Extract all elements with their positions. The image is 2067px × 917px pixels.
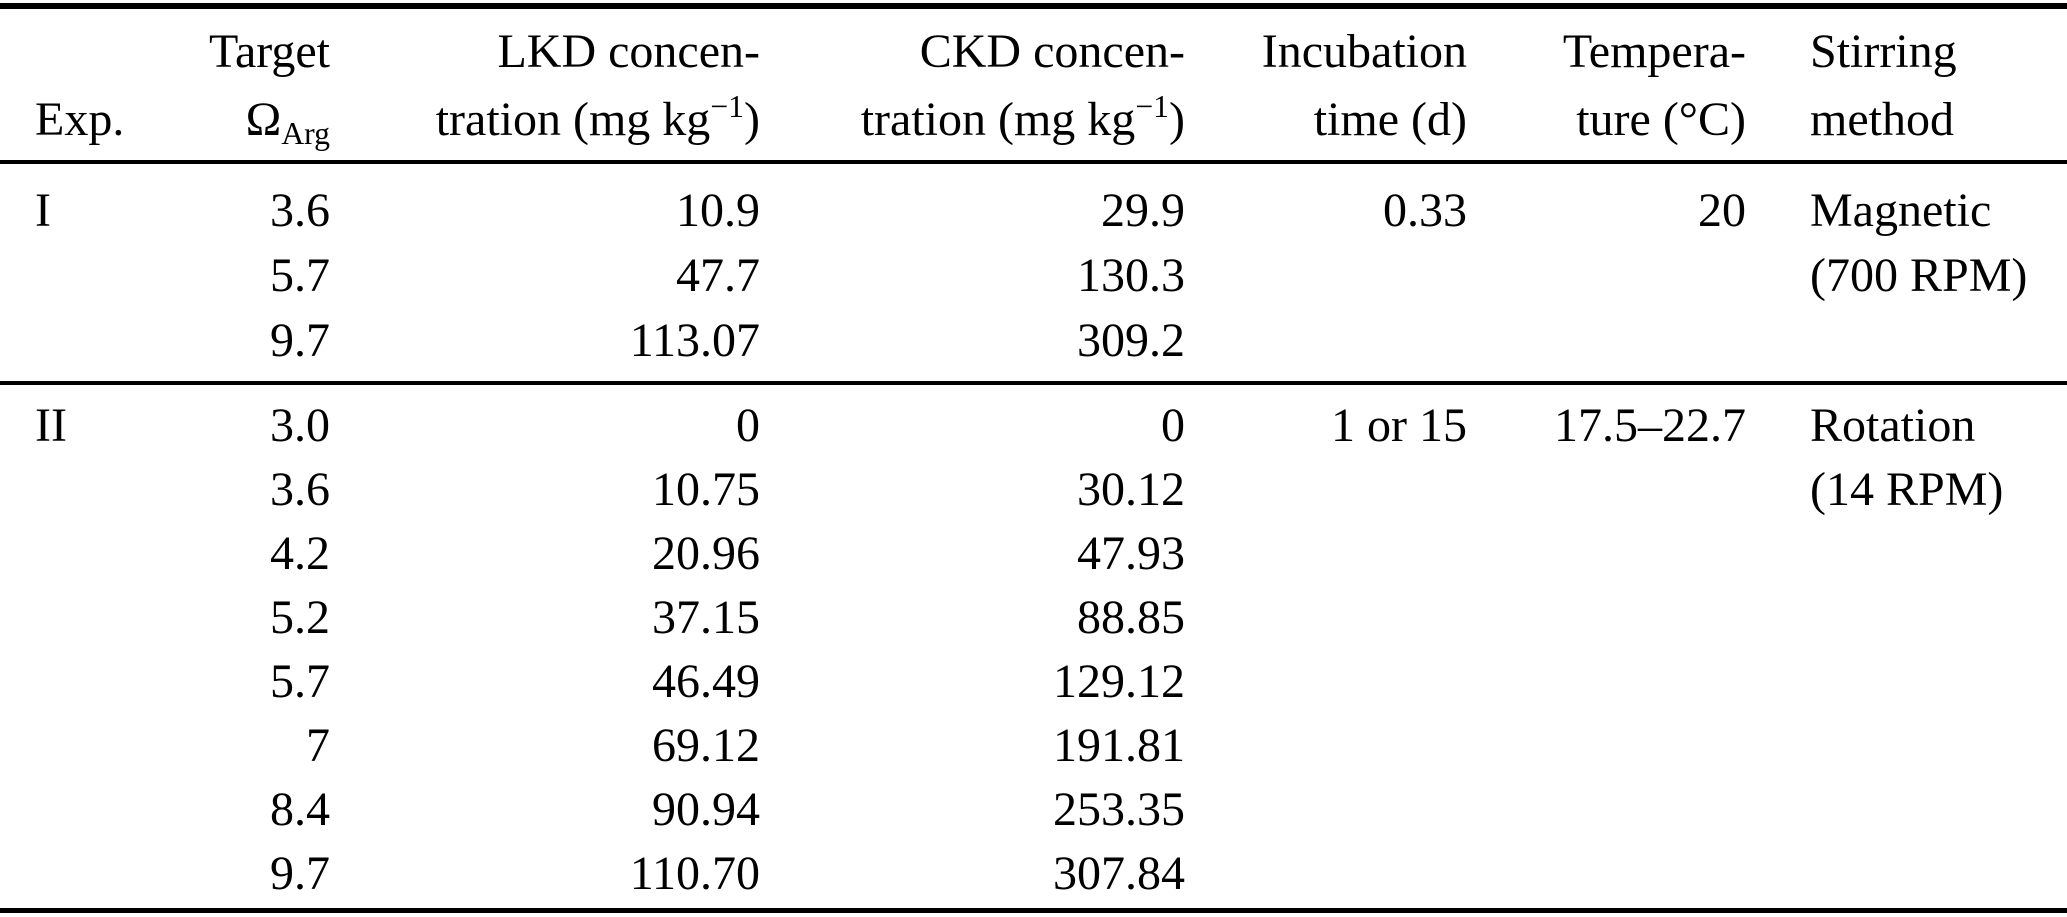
cell-temperature: 20	[1698, 184, 1746, 237]
stirring-method-name: Magnetic	[1810, 184, 1992, 237]
rule-between-sections	[0, 381, 2067, 385]
omega-symbol: Ω	[245, 93, 282, 146]
section-exp-2: II 3.0 0 0 1 or 15 17.5–22.7 Rotation (1…	[0, 385, 2067, 908]
col-header-temperature: Tempera- ture (°C)	[1467, 18, 1746, 154]
cell-target-omega: 3.6	[270, 184, 330, 237]
cell-target-omega: 5.2	[270, 591, 330, 644]
lkd-unit-exponent: −1	[710, 88, 745, 124]
cell-target-omega: 9.7	[270, 314, 330, 367]
cell-ckd-concentration: 29.9	[1101, 184, 1185, 237]
col-header-target-omega: Target ΩArg	[150, 18, 330, 154]
col-header-exp: Exp.	[0, 86, 150, 154]
cell-target-omega: 9.7	[270, 847, 330, 900]
cell-temperature: 17.5–22.7	[1554, 399, 1746, 452]
section-exp-1: I 3.6 10.9 29.9 0.33 20 Magnetic (700 RP…	[0, 164, 2067, 381]
col-header-incubation: Incubation time (d)	[1185, 18, 1467, 154]
cell-target-omega: 8.4	[270, 783, 330, 836]
omega-subscript: Arg	[281, 115, 330, 151]
table-header: Exp. Target ΩArg LKD concen- tration (mg…	[0, 9, 2067, 160]
cell-target-omega: 3.6	[270, 463, 330, 516]
col-header-lkd-line1: LKD concen-	[497, 25, 760, 78]
col-header-incubation-line2: time (d)	[1313, 93, 1467, 146]
cell-target-omega: 5.7	[270, 249, 330, 302]
cell-target-omega: 7	[306, 719, 330, 772]
col-header-ckd-line1: CKD concen-	[919, 25, 1185, 78]
stirring-method-name: Rotation	[1810, 399, 1976, 452]
col-header-incubation-line1: Incubation	[1261, 25, 1467, 78]
col-header-lkd: LKD concen- tration (mg kg−1)	[330, 18, 760, 154]
cell-ckd-concentration: 309.2	[1077, 314, 1185, 367]
cell-lkd-concentration: 37.15	[652, 591, 760, 644]
cell-ckd-concentration: 253.35	[1053, 783, 1185, 836]
cell-stirring-method: Rotation (14 RPM)	[1746, 394, 2067, 522]
cell-ckd-concentration: 30.12	[1077, 463, 1185, 516]
cell-ckd-concentration: 191.81	[1053, 719, 1185, 772]
rule-bottom	[0, 908, 2067, 913]
col-header-ckd-line2: tration (mg kg−1)	[860, 88, 1185, 146]
stirring-method-speed: (700 RPM)	[1810, 249, 2028, 302]
cell-lkd-concentration: 110.70	[629, 847, 760, 900]
cell-ckd-concentration: 307.84	[1053, 847, 1185, 900]
cell-lkd-concentration: 90.94	[652, 783, 760, 836]
col-header-temperature-line1: Tempera-	[1562, 25, 1746, 78]
col-header-stirring-line2: method	[1810, 93, 1954, 146]
rule-below-header	[0, 160, 2067, 164]
exp-label: II	[35, 399, 67, 452]
cell-ckd-concentration: 0	[1161, 399, 1185, 452]
cell-lkd-concentration: 46.49	[652, 655, 760, 708]
cell-stirring-method: Magnetic (700 RPM)	[1746, 178, 2067, 308]
ckd-unit-exponent: −1	[1135, 88, 1170, 124]
col-header-stirring-line1: Stirring	[1810, 25, 1957, 78]
col-header-ckd: CKD concen- tration (mg kg−1)	[760, 18, 1185, 154]
cell-incubation-time: 1 or 15	[1331, 399, 1467, 452]
cell-ckd-concentration: 88.85	[1077, 591, 1185, 644]
col-header-temperature-line2: ture (°C)	[1576, 93, 1746, 146]
cell-lkd-concentration: 20.96	[652, 527, 760, 580]
col-header-stirring: Stirring method	[1746, 18, 2067, 154]
cell-lkd-concentration: 0	[736, 399, 760, 452]
cell-lkd-concentration: 10.9	[676, 184, 760, 237]
cell-ckd-concentration: 130.3	[1077, 249, 1185, 302]
cell-ckd-concentration: 129.12	[1053, 655, 1185, 708]
col-header-exp-label: Exp.	[35, 93, 125, 146]
cell-target-omega: 4.2	[270, 527, 330, 580]
col-header-lkd-line2: tration (mg kg−1)	[435, 88, 760, 146]
exp-label: I	[35, 184, 51, 237]
cell-lkd-concentration: 113.07	[629, 314, 760, 367]
cell-lkd-concentration: 10.75	[652, 463, 760, 516]
cell-lkd-concentration: 47.7	[676, 249, 760, 302]
col-header-target-line1: Target	[208, 25, 330, 78]
cell-target-omega: 5.7	[270, 655, 330, 708]
cell-target-omega: 3.0	[270, 399, 330, 452]
cell-ckd-concentration: 47.93	[1077, 527, 1185, 580]
cell-lkd-concentration: 69.12	[652, 719, 760, 772]
rule-top	[0, 3, 2067, 9]
stirring-method-speed: (14 RPM)	[1810, 463, 2004, 516]
cell-incubation-time: 0.33	[1383, 184, 1467, 237]
col-header-target-line2: ΩArg	[150, 86, 330, 154]
